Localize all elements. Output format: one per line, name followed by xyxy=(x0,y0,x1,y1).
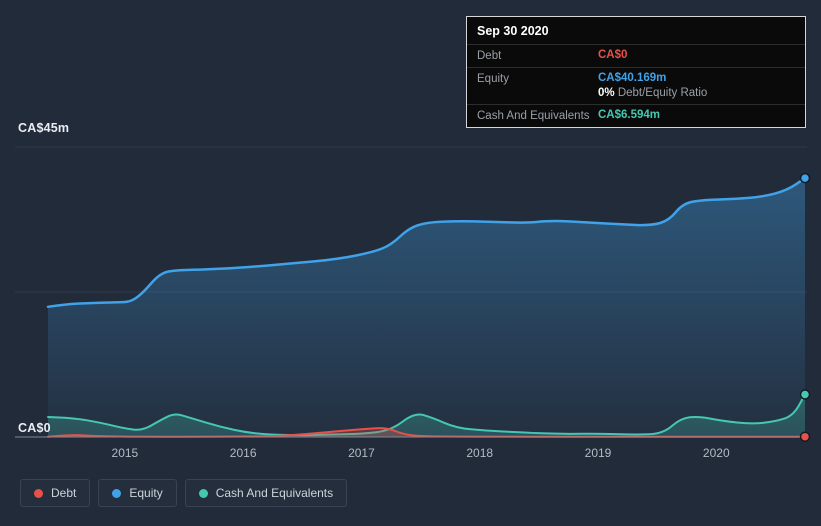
x-tick-label-2019: 2019 xyxy=(584,446,612,460)
tooltip-debt-equity-ratio: 0% Debt/Equity Ratio xyxy=(598,87,708,99)
y-axis-min-label: CA$0 xyxy=(18,421,51,435)
tooltip-equity-value: CA$40.169m xyxy=(598,72,667,84)
legend-label-equity: Equity xyxy=(129,486,163,500)
tooltip-equity-label: Equity xyxy=(477,73,509,85)
legend-label-debt: Debt xyxy=(51,486,77,500)
tooltip-cash-value: CA$6.594m xyxy=(598,109,661,121)
debt-end-dot xyxy=(799,431,811,442)
cash-and-equivalents-line xyxy=(47,393,806,437)
tooltip-panel: Sep 30 2020 Debt CA$0 Equity CA$40.169m … xyxy=(466,16,806,128)
y-axis-max-label: CA$45m xyxy=(18,121,70,135)
cash-and-equivalents-end-dot xyxy=(799,389,811,400)
tooltip-debt-label: Debt xyxy=(477,50,502,62)
debt-series-dot-icon xyxy=(34,488,43,498)
tooltip-cash-label: Cash And Equivalents xyxy=(477,110,590,122)
x-tick-label-2017: 2017 xyxy=(348,446,375,460)
legend: Debt Equity Cash And Equivalents xyxy=(20,479,348,507)
x-tick-label-2015: 2015 xyxy=(111,446,139,460)
equity-line xyxy=(46,176,807,309)
equity-area xyxy=(48,178,805,437)
legend-item-debt[interactable]: Debt xyxy=(20,479,91,507)
equity-end-dot xyxy=(799,172,811,184)
cash-and-equivalents-area xyxy=(48,394,805,437)
x-tick-label-2018: 2018 xyxy=(466,446,494,460)
equity-series-dot-icon xyxy=(112,488,122,498)
legend-item-equity[interactable]: Equity xyxy=(98,479,177,507)
x-tick-label-2020: 2020 xyxy=(702,446,730,460)
x-tick-label-2016: 2016 xyxy=(229,446,257,460)
x-axis: 2015 2016 2017 2018 2019 2020 xyxy=(0,446,821,464)
tooltip-row-equity: Equity CA$40.169m 0% Debt/Equity Ratio xyxy=(467,67,805,104)
legend-label-cash: Cash And Equivalents xyxy=(215,486,334,500)
tooltip-date: Sep 30 2020 xyxy=(477,24,549,38)
tooltip-row-cash: Cash And Equivalents CA$6.594m xyxy=(467,104,805,127)
cash-series-dot-icon xyxy=(198,488,208,498)
tooltip-row-debt: Debt CA$0 xyxy=(467,44,805,67)
tooltip-debt-value: CA$0 xyxy=(598,49,628,61)
legend-item-cash-and-equivalents[interactable]: Cash And Equivalents xyxy=(184,479,348,507)
